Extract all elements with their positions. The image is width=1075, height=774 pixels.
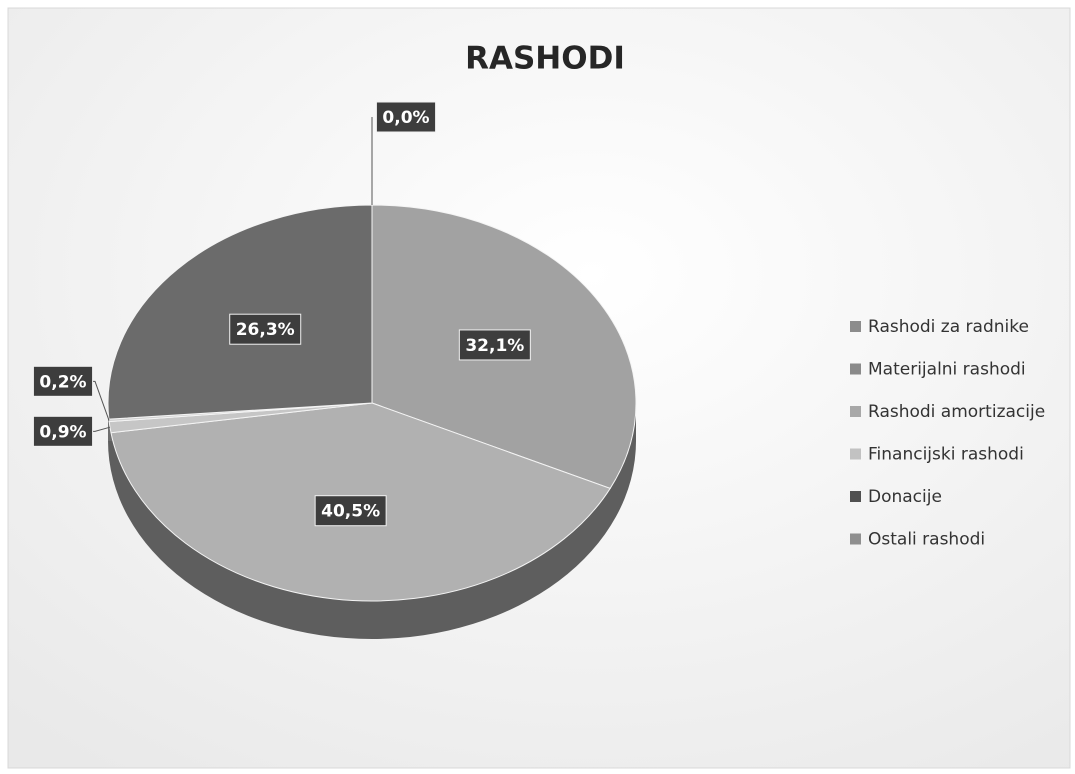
legend-label: Materijalni rashodi <box>868 360 1026 380</box>
data-label: 0,9% <box>39 422 86 442</box>
legend-swatch <box>850 533 861 545</box>
data-label: 0,0% <box>382 108 429 128</box>
chart-title: RASHODI <box>465 41 625 77</box>
data-label: 0,2% <box>39 372 86 392</box>
legend-label: Rashodi amortizacije <box>868 402 1045 422</box>
legend-swatch <box>850 406 861 417</box>
data-label-box <box>458 329 531 361</box>
data-label-box <box>229 313 302 345</box>
legend-swatch <box>850 321 861 332</box>
legend-swatch <box>850 448 861 460</box>
data-label: 40,5% <box>321 502 380 522</box>
legend-swatch <box>850 491 861 502</box>
data-label-box <box>375 101 437 133</box>
data-label-box <box>314 495 387 527</box>
data-label-box <box>32 365 94 397</box>
data-label: 32,1% <box>465 336 524 356</box>
pie-slice <box>107 204 373 420</box>
legend-label: Ostali rashodi <box>868 530 985 550</box>
legend-swatch <box>850 363 861 375</box>
legend-label: Rashodi za radnike <box>868 317 1029 337</box>
legend-label: Financijski rashodi <box>868 445 1024 465</box>
legend-label: Donacije <box>868 487 942 507</box>
data-label-box <box>32 415 94 447</box>
data-label: 26,3% <box>236 320 295 340</box>
